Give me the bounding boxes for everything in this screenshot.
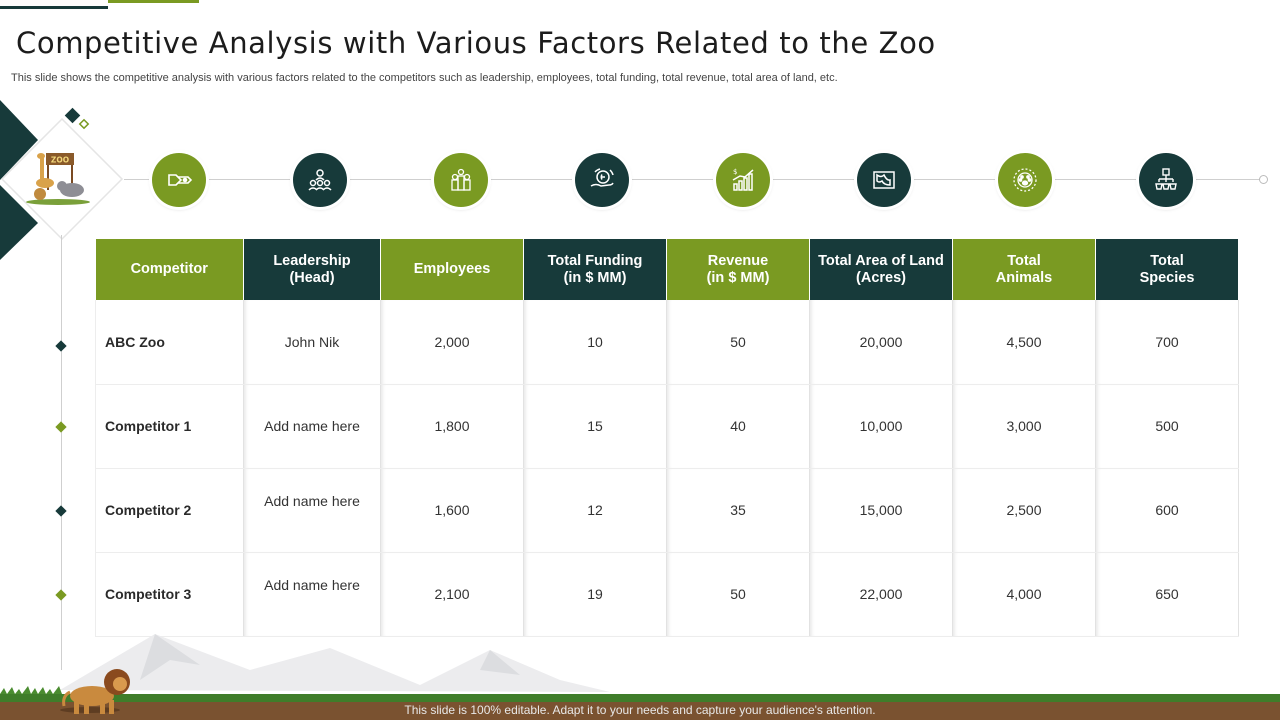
leadership-cell: John Nik [243, 300, 381, 385]
header-total-funding: Total Funding (in $ MM) [523, 239, 667, 300]
employees-icon [434, 153, 488, 207]
species-cell: 500 [1095, 384, 1239, 469]
revenue-cell: 40 [666, 384, 810, 469]
timeline-line [124, 179, 1260, 180]
table-row: Competitor 2 Add name here 1,600 12 35 1… [95, 468, 1239, 553]
page-subtitle: This slide shows the competitive analysi… [11, 72, 838, 84]
top-accent-dark [0, 6, 108, 9]
header-text: Leadership (Head) [273, 252, 351, 286]
header-total-species: Total Species [1095, 239, 1239, 300]
employees-cell: 1,600 [380, 468, 524, 553]
funding-cell: 19 [523, 552, 667, 637]
competitor-name: Competitor 1 [95, 384, 244, 469]
land-cell: 22,000 [809, 552, 953, 637]
header-text: Competitor [130, 261, 208, 277]
revenue-cell: 50 [666, 552, 810, 637]
row-connector-line [61, 235, 62, 670]
zoo-decoration: ZOO [0, 100, 124, 260]
header-land-area: Total Area of Land (Acres) [809, 239, 953, 300]
row-marker [55, 505, 67, 517]
revenue-cell: 35 [666, 468, 810, 553]
species-cell: 650 [1095, 552, 1239, 637]
leadership-cell: Add name here [243, 552, 381, 637]
svg-text:$: $ [733, 168, 737, 176]
table-row: Competitor 3 Add name here 2,100 19 50 2… [95, 552, 1239, 637]
top-accent-green [108, 0, 199, 3]
animals-cell: 4,500 [952, 300, 1096, 385]
leadership-icon [293, 153, 347, 207]
revenue-cell: 50 [666, 300, 810, 385]
employees-cell: 2,100 [380, 552, 524, 637]
funding-cell: 12 [523, 468, 667, 553]
animals-icon [998, 153, 1052, 207]
landscape-illustration [0, 634, 1280, 720]
zoo-sign-text: ZOO [51, 156, 69, 165]
table-header-row: Competitor Leadership (Head) Employees T… [95, 239, 1239, 300]
competitor-name: Competitor 2 [95, 468, 244, 553]
header-revenue: Revenue (in $ MM) [666, 239, 810, 300]
animals-cell: 3,000 [952, 384, 1096, 469]
animals-cell: 2,500 [952, 468, 1096, 553]
revenue-icon: $ [716, 153, 770, 207]
footer-note: This slide is 100% editable. Adapt it to… [404, 703, 876, 717]
species-cell: 600 [1095, 468, 1239, 553]
header-leadership: Leadership (Head) [243, 239, 381, 300]
row-marker [55, 421, 67, 433]
header-text: Total Species [1139, 252, 1195, 286]
species-icon [1139, 153, 1193, 207]
header-text: Total Funding (in $ MM) [547, 252, 643, 286]
employees-cell: 1,800 [380, 384, 524, 469]
header-text: Revenue (in $ MM) [706, 252, 770, 286]
land-cell: 10,000 [809, 384, 953, 469]
header-competitor: Competitor [95, 239, 244, 300]
header-total-animals: Total Animals [952, 239, 1096, 300]
funding-icon [575, 153, 629, 207]
competitor-name: Competitor 3 [95, 552, 244, 637]
table-row: ABC Zoo John Nik 2,000 10 50 20,000 4,50… [95, 300, 1239, 385]
land-cell: 20,000 [809, 300, 953, 385]
competitor-name: ABC Zoo [95, 300, 244, 385]
comparison-table: Competitor Leadership (Head) Employees T… [95, 239, 1239, 637]
leadership-cell: Add name here [243, 384, 381, 469]
species-cell: 700 [1095, 300, 1239, 385]
row-marker [55, 340, 67, 352]
header-text: Employees [413, 261, 491, 277]
table-row: Competitor 1 Add name here 1,800 15 40 1… [95, 384, 1239, 469]
row-marker [55, 589, 67, 601]
page-title: Competitive Analysis with Various Factor… [16, 26, 936, 60]
header-employees: Employees [380, 239, 524, 300]
employees-cell: 2,000 [380, 300, 524, 385]
competitor-icon [152, 153, 206, 207]
header-text: Total Animals [995, 252, 1053, 286]
land-area-icon [857, 153, 911, 207]
funding-cell: 10 [523, 300, 667, 385]
land-cell: 15,000 [809, 468, 953, 553]
funding-cell: 15 [523, 384, 667, 469]
animals-cell: 4,000 [952, 552, 1096, 637]
header-text: Total Area of Land (Acres) [818, 252, 944, 286]
timeline-end-marker [1259, 175, 1268, 184]
leadership-cell: Add name here [243, 468, 381, 553]
